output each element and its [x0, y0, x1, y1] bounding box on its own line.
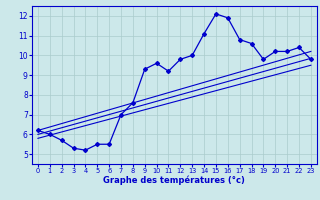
X-axis label: Graphe des températures (°c): Graphe des températures (°c)	[103, 176, 245, 185]
